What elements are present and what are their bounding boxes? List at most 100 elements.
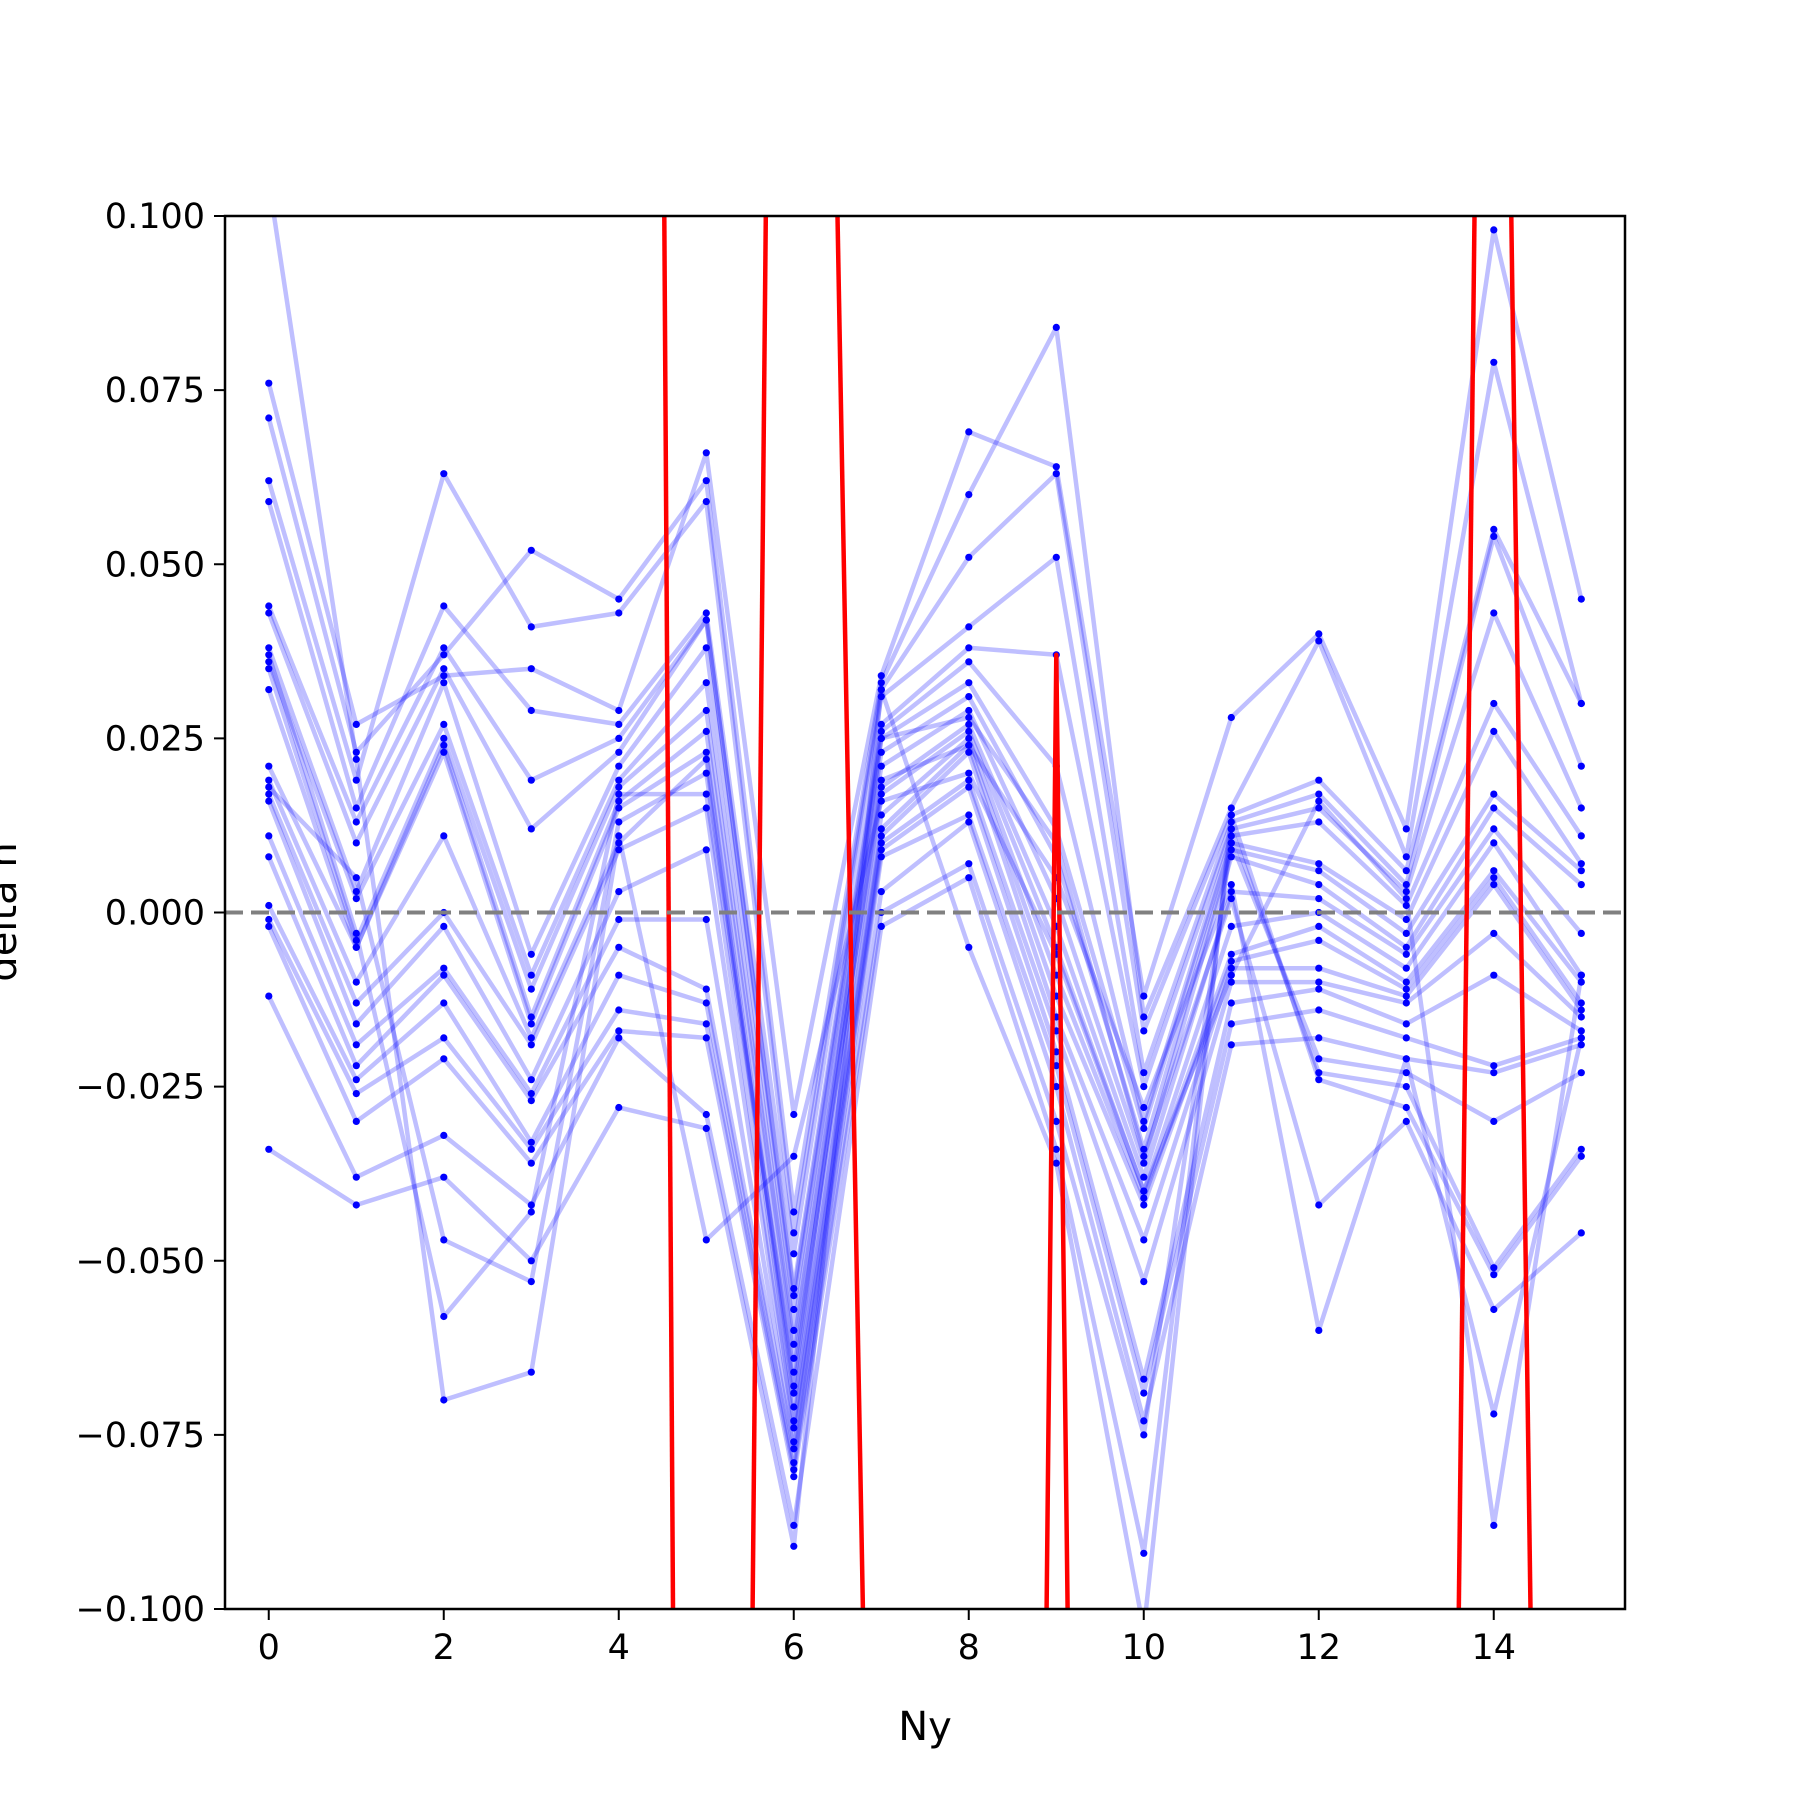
series-line-14 xyxy=(266,777,1583,1445)
series-point-17-1 xyxy=(352,1090,360,1098)
series-line-15 xyxy=(266,784,1583,1452)
series-line-13 xyxy=(266,750,1584,1431)
series-point-10-0 xyxy=(265,762,273,770)
series-point-20-4 xyxy=(615,1103,623,1112)
series-point-22-10 xyxy=(1140,1103,1148,1112)
series-point-15-1 xyxy=(352,1062,360,1070)
series-point-4-10 xyxy=(1140,1083,1148,1091)
series-point-0-11 xyxy=(1227,713,1235,722)
series-point-15-15 xyxy=(1577,1027,1585,1035)
series-point-3-10 xyxy=(1140,1069,1148,1077)
series-point-19-0 xyxy=(265,992,273,1000)
series-point-2-14 xyxy=(1490,525,1498,534)
series-point-16-0 xyxy=(265,901,273,910)
x-tick-label: 8 xyxy=(958,1628,980,1668)
series-point-0-13 xyxy=(1402,825,1410,833)
series-point-10-3 xyxy=(527,1020,535,1028)
series-point-8-6 xyxy=(790,1340,798,1348)
series-line-1 xyxy=(266,325,1584,1215)
series-line-7 xyxy=(266,661,1583,1333)
series-point-15-3 xyxy=(527,1097,535,1105)
series-point-18-6 xyxy=(790,1473,798,1481)
series-point-4-2 xyxy=(440,644,448,652)
series-point-4-1 xyxy=(352,818,360,826)
series-point-13-2 xyxy=(440,922,448,931)
series-point-4-0 xyxy=(265,602,273,610)
series-point-0-5 xyxy=(702,449,710,457)
series-point-15-4 xyxy=(615,943,623,951)
series-point-14-13 xyxy=(1402,999,1410,1007)
series-line-19 xyxy=(266,826,1584,1556)
series-point-8-10 xyxy=(1140,1159,1148,1167)
series-point-11-1 xyxy=(352,978,360,986)
series-point-22-11 xyxy=(1227,881,1235,889)
series-point-19-13 xyxy=(1402,1083,1410,1091)
series-point-17-5 xyxy=(702,1020,710,1028)
series-line-11 xyxy=(266,736,1584,1410)
series-point-13-4 xyxy=(615,888,623,896)
series-point-18-5 xyxy=(702,1034,710,1042)
series-point-5-4 xyxy=(615,748,623,756)
series-point-17-4 xyxy=(615,1006,623,1014)
series-point-21-6 xyxy=(790,1382,798,1390)
series-point-0-3 xyxy=(527,665,535,673)
series-point-3-4 xyxy=(615,720,623,729)
series-point-22-13 xyxy=(1402,1055,1410,1063)
y-axis-label: delta n xyxy=(0,842,26,981)
series-point-15-7 xyxy=(877,846,885,854)
series-point-17-9 xyxy=(1052,1083,1060,1091)
series-point-7-11 xyxy=(1227,846,1235,854)
series-point-0-14 xyxy=(1490,226,1498,234)
series-point-8-4 xyxy=(615,783,623,791)
series-point-7-15 xyxy=(1577,867,1585,875)
series-point-4-4 xyxy=(615,734,623,743)
series-point-23-8 xyxy=(965,769,973,777)
series-point-2-6 xyxy=(790,1229,798,1237)
x-axis: 0 2 4 6 8 10 12 14 xyxy=(258,1609,1516,1668)
series-point-17-6 xyxy=(790,1466,798,1474)
series-point-14-15 xyxy=(1577,1013,1585,1021)
series-point-7-8 xyxy=(965,693,973,701)
series-point-3-9 xyxy=(1052,553,1060,561)
series-point-9-3 xyxy=(527,1013,535,1021)
series-point-3-13 xyxy=(1402,881,1410,889)
series-point-12-3 xyxy=(527,1041,535,1049)
series-point-20-0 xyxy=(265,1145,273,1153)
series-point-18-1 xyxy=(352,1117,360,1125)
series-point-7-1 xyxy=(352,895,360,903)
series-point-5-3 xyxy=(527,825,535,833)
series-point-9-11 xyxy=(1227,888,1235,896)
series-point-1-1 xyxy=(352,748,360,756)
series-point-8-12 xyxy=(1315,881,1323,889)
series-point-16-2 xyxy=(440,999,448,1007)
series-point-9-14 xyxy=(1490,825,1498,833)
series-point-1-10 xyxy=(1140,1013,1148,1021)
series-point-12-10 xyxy=(1140,1201,1148,1209)
x-tick-label: 14 xyxy=(1471,1628,1516,1668)
series-point-15-2 xyxy=(440,971,448,979)
series-point-6-10 xyxy=(1140,1124,1148,1132)
series-point-17-7 xyxy=(877,888,885,896)
y-axis: −0.100 −0.075 −0.050 −0.025 0.000 0.025 0.050 0… xyxy=(75,197,225,1630)
series-point-11-4 xyxy=(615,839,623,847)
series-point-17-0 xyxy=(265,915,273,924)
series-point-22-7 xyxy=(877,776,885,784)
plot-background xyxy=(225,216,1625,1609)
series-point-8-2 xyxy=(440,734,448,743)
series-point-22-15 xyxy=(1577,1034,1585,1042)
series-point-4-7 xyxy=(877,720,885,729)
series-point-11-3 xyxy=(527,1034,535,1042)
series-point-12-15 xyxy=(1577,999,1585,1007)
series-point-20-3 xyxy=(527,1257,535,1265)
series-point-21-4 xyxy=(615,818,623,826)
series-point-4-13 xyxy=(1402,888,1410,896)
series-point-8-3 xyxy=(527,985,535,993)
series-point-19-15 xyxy=(1577,1145,1585,1153)
series-point-21-5 xyxy=(702,769,710,777)
series-point-12-4 xyxy=(615,846,623,854)
series-point-2-9 xyxy=(1052,470,1060,478)
series-point-21-12 xyxy=(1315,1201,1323,1209)
series-point-1-12 xyxy=(1315,637,1323,645)
series-point-20-5 xyxy=(702,1124,710,1132)
series-point-6-13 xyxy=(1402,915,1410,924)
